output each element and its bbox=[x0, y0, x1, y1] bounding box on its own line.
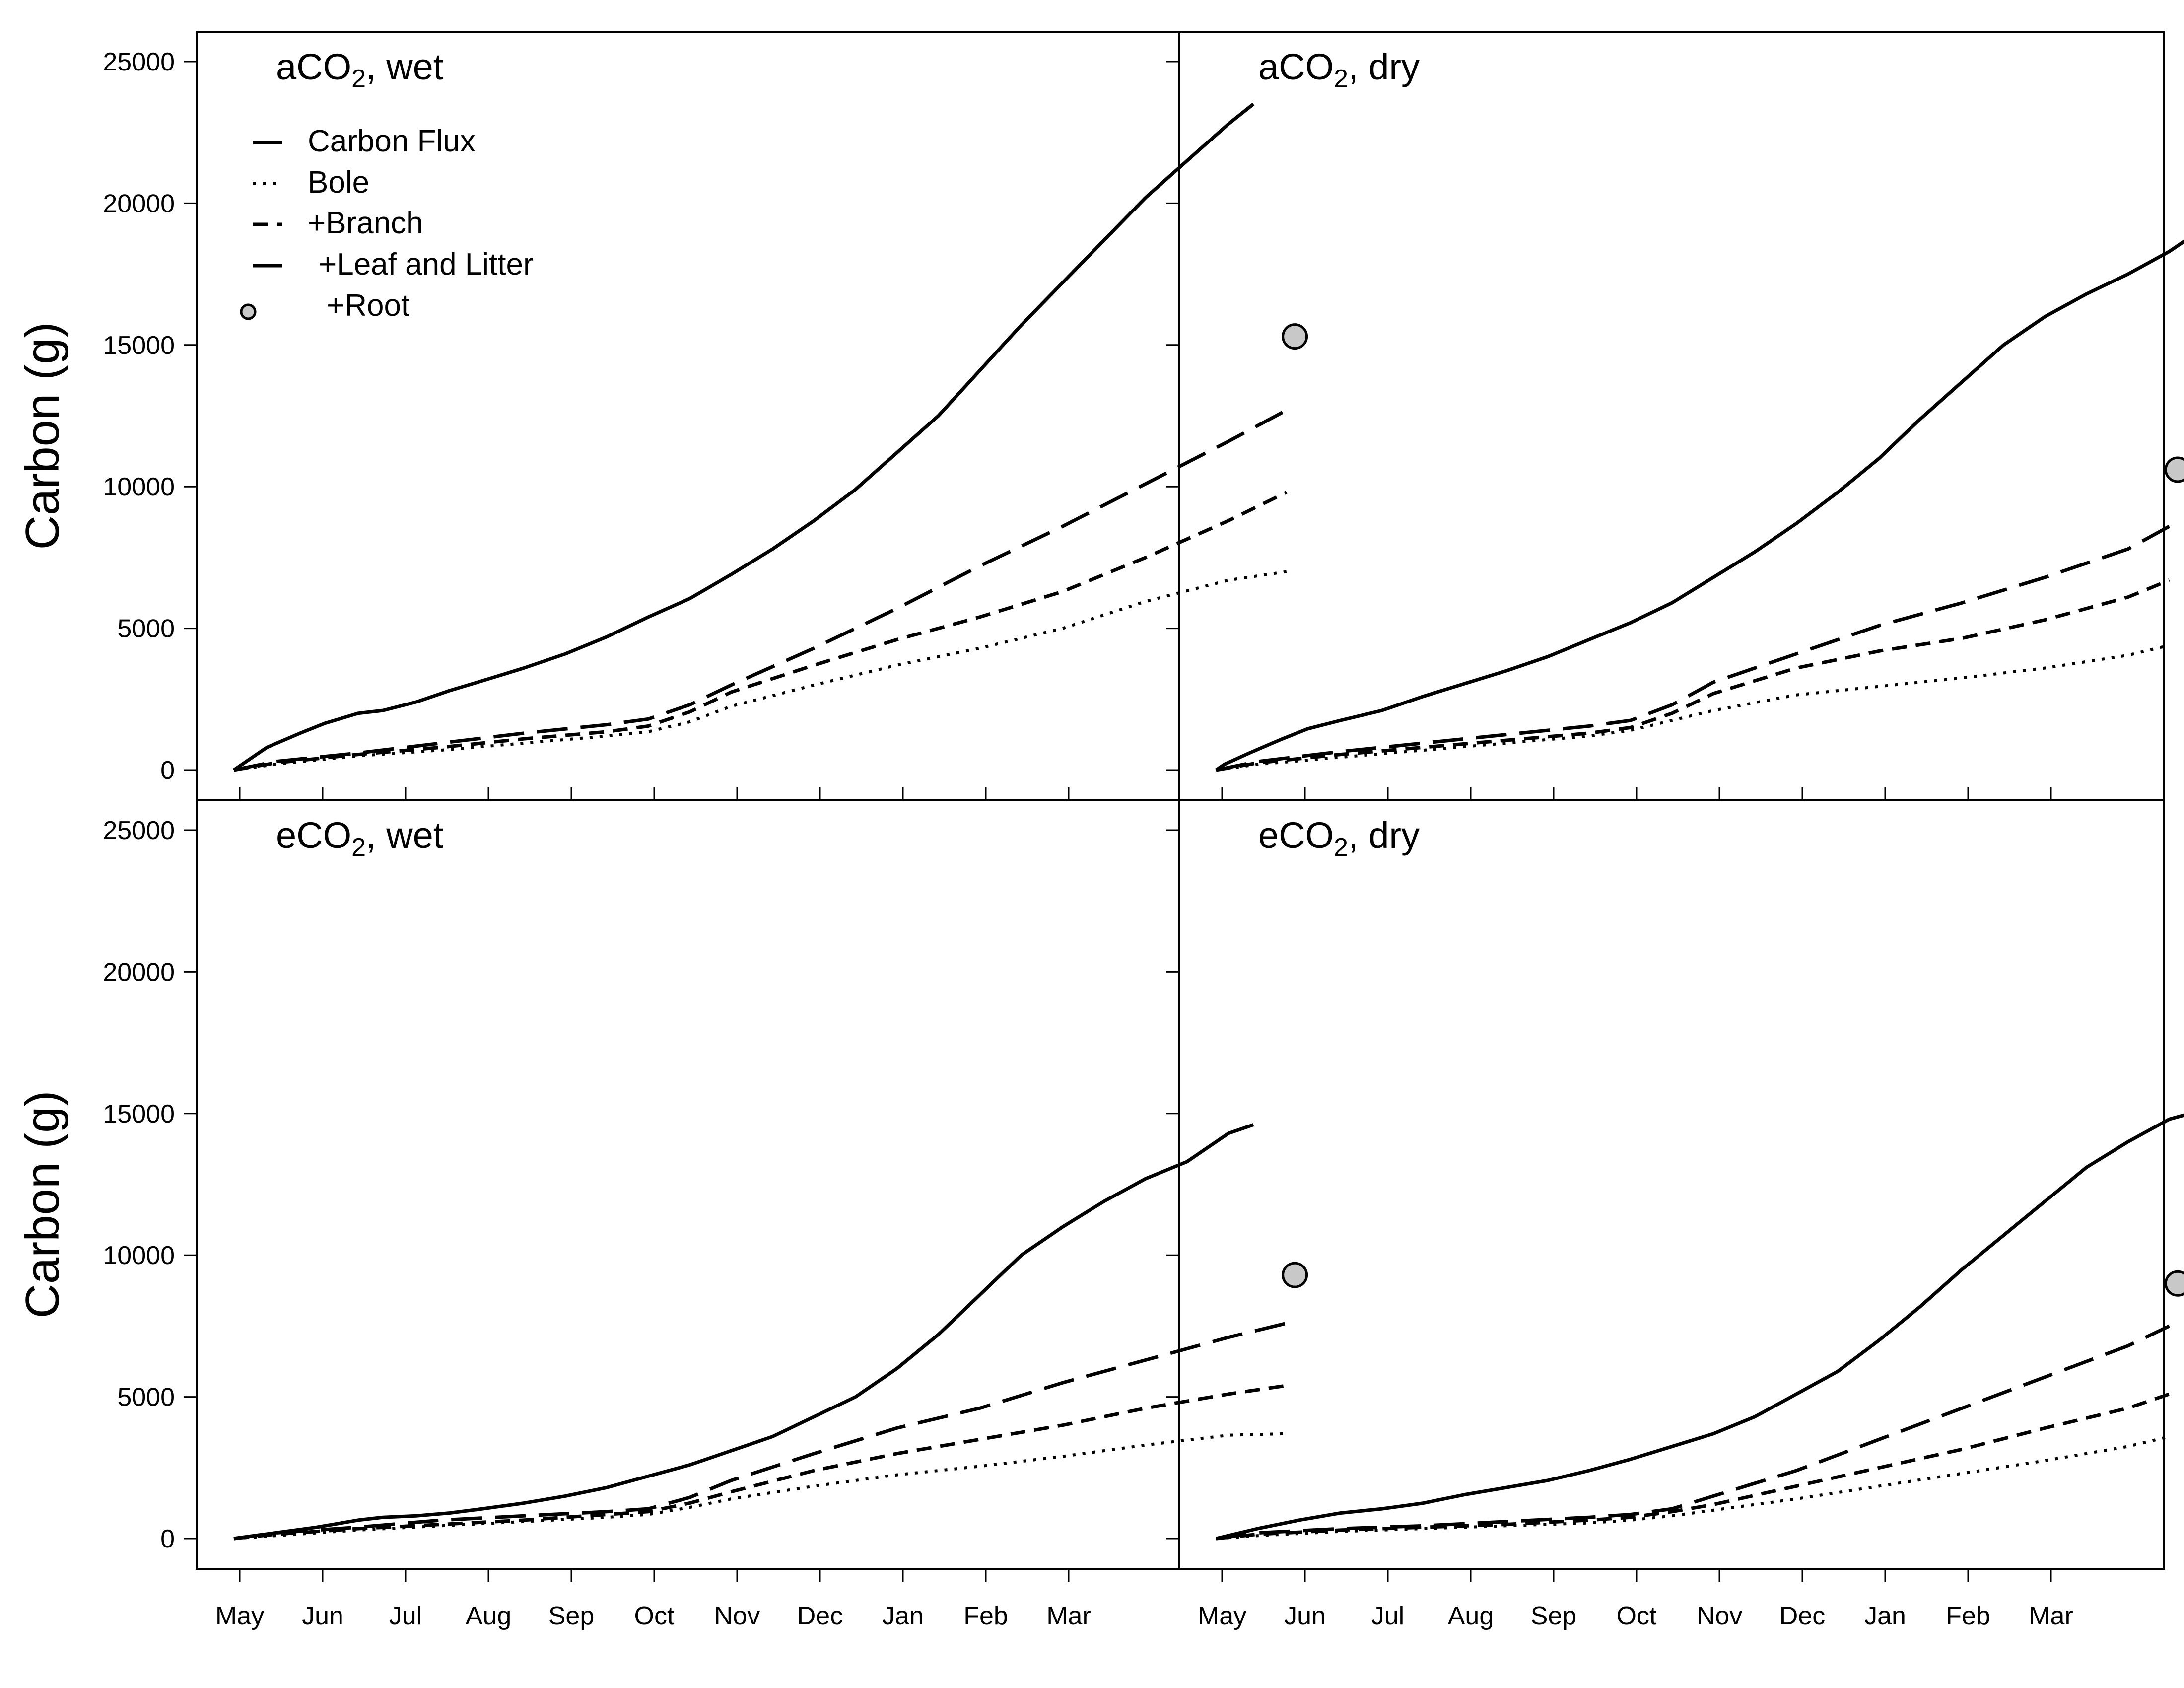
root-point bbox=[1282, 323, 1308, 350]
x-tick-label: Dec bbox=[797, 1602, 843, 1630]
series-line-flux bbox=[1215, 239, 2184, 772]
root-point bbox=[2164, 456, 2184, 483]
legend-symbol-root bbox=[240, 303, 257, 320]
legend-label-leaf: +Leaf and Litter bbox=[319, 247, 534, 281]
panel-title: aCO2, dry bbox=[1258, 46, 1420, 93]
series-line-branch bbox=[1216, 1392, 2170, 1541]
series-line-branch bbox=[233, 491, 1288, 772]
panel-title: aCO2, wet bbox=[276, 46, 444, 93]
x-tick-label: Feb bbox=[1946, 1602, 1990, 1630]
x-tick-label: Jan bbox=[1864, 1602, 1906, 1630]
x-tick-label: May bbox=[215, 1602, 264, 1630]
legend-label-flux: Carbon Flux bbox=[308, 124, 476, 158]
series-line-flux bbox=[1216, 1113, 2184, 1541]
series-line-leaf bbox=[233, 1321, 1287, 1541]
x-tick-label: Aug bbox=[1448, 1602, 1494, 1630]
series-line-branch bbox=[1216, 578, 2170, 772]
x-tick-label: Jul bbox=[1371, 1602, 1404, 1630]
x-tick-label: Sep bbox=[548, 1602, 595, 1630]
x-tick-label: Jun bbox=[1284, 1602, 1326, 1630]
series-line-flux bbox=[233, 102, 1255, 772]
legend-label-root: +Root bbox=[327, 288, 410, 323]
root-point bbox=[1282, 1262, 1308, 1288]
y-tick-label: 5000 bbox=[117, 615, 175, 643]
x-tick-label: Feb bbox=[963, 1602, 1008, 1630]
series-line-leaf bbox=[233, 409, 1288, 772]
x-tick-label: Mar bbox=[1046, 1602, 1091, 1630]
panel-frame bbox=[196, 799, 1180, 1570]
series-line-branch bbox=[233, 1384, 1287, 1541]
x-tick-label: May bbox=[1198, 1602, 1246, 1630]
y-tick-label: 25000 bbox=[103, 816, 175, 845]
series-line-flux bbox=[233, 1123, 1254, 1541]
x-tick-label: Nov bbox=[714, 1602, 760, 1630]
y-tick-label: 10000 bbox=[103, 1241, 175, 1270]
series-line-bole bbox=[233, 1432, 1287, 1540]
x-tick-label: Mar bbox=[2029, 1602, 2073, 1630]
legend-label-branch: +Branch bbox=[308, 206, 423, 240]
y-tick-label: 25000 bbox=[103, 48, 175, 76]
y-tick-label: 15000 bbox=[103, 1100, 175, 1128]
panel-frame bbox=[1178, 31, 2165, 801]
x-tick-label: Jul bbox=[389, 1602, 422, 1630]
x-tick-label: Oct bbox=[634, 1602, 675, 1630]
x-tick-label: Aug bbox=[466, 1602, 512, 1630]
y-tick-label: 15000 bbox=[103, 331, 175, 360]
root-point bbox=[2164, 1270, 2184, 1297]
y-tick-label: 20000 bbox=[103, 189, 175, 218]
x-tick-label: Jan bbox=[882, 1602, 924, 1630]
y-tick-label: 20000 bbox=[103, 958, 175, 986]
x-tick-label: Sep bbox=[1531, 1602, 1577, 1630]
y-tick-label: 0 bbox=[160, 756, 175, 785]
panel-title: eCO2, dry bbox=[1258, 815, 1420, 862]
series-line-leaf bbox=[1216, 525, 2171, 772]
y-axis-title: Carbon (g) bbox=[16, 1091, 69, 1319]
panel-title: eCO2, wet bbox=[276, 815, 444, 862]
y-axis-title: Carbon (g) bbox=[16, 322, 69, 550]
x-tick-label: Oct bbox=[1617, 1602, 1657, 1630]
x-tick-label: Nov bbox=[1697, 1602, 1742, 1630]
series-line-bole bbox=[1216, 643, 2170, 772]
panel-frame bbox=[1178, 799, 2165, 1570]
y-tick-label: 0 bbox=[160, 1525, 175, 1553]
legend-label-bole: Bole bbox=[308, 165, 369, 200]
y-tick-label: 10000 bbox=[103, 473, 175, 501]
x-tick-label: Dec bbox=[1779, 1602, 1825, 1630]
series-line-bole bbox=[1216, 1435, 2170, 1540]
y-tick-label: 5000 bbox=[117, 1383, 175, 1412]
x-tick-label: Jun bbox=[302, 1602, 343, 1630]
